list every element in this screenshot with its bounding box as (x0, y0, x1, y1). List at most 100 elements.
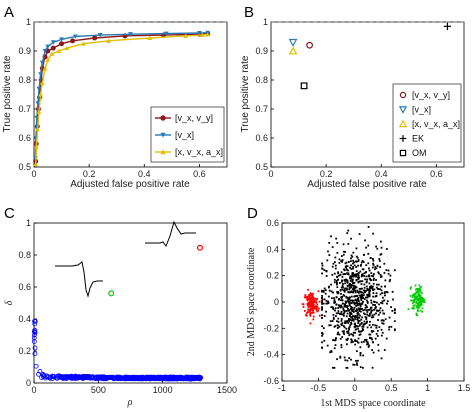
panel-d-point (337, 320, 340, 323)
panel-a-series-point (38, 92, 44, 97)
panel-d-point (350, 264, 352, 267)
panel-d-point (337, 271, 339, 274)
panel-d-point (390, 306, 392, 309)
panel-d-point (311, 308, 314, 311)
panel-d-point (391, 290, 394, 293)
panel-d-xtick-label: 1 (425, 383, 430, 393)
panel-d-point (421, 307, 424, 310)
panel-d-point (341, 302, 344, 305)
panel-d-point (375, 324, 378, 327)
panel-d-point (374, 266, 377, 268)
panel-d-point (349, 299, 352, 302)
panel-d-point (373, 301, 376, 303)
panel-d-point (346, 272, 349, 275)
panel-d-point (331, 265, 334, 268)
panel-d-point (329, 351, 332, 354)
panel-d-point (372, 232, 375, 235)
panel-d-point (339, 355, 342, 358)
panel-d-point (356, 314, 359, 317)
panel-d-point (306, 311, 309, 314)
panel-d-point (324, 292, 327, 295)
panel-c-point (187, 376, 193, 382)
panel-d-point (339, 289, 342, 292)
panel-d-point (323, 298, 326, 301)
panel-c-point (140, 375, 146, 381)
panel-d-point (321, 264, 324, 267)
panel-d-point (419, 304, 422, 306)
panel-d-point (420, 292, 423, 294)
panel-d-point (413, 294, 416, 297)
panel-c-point (165, 376, 171, 381)
panel-d-xtick-label: -1 (278, 383, 286, 393)
panel-d-point (384, 279, 387, 282)
panel-d-point (309, 312, 312, 315)
panel-d-point (337, 290, 339, 293)
panel-d-point (380, 285, 383, 288)
panel-d-ylabel: 2nd MDS space coordinate (246, 247, 257, 356)
panel-d-point (321, 299, 323, 302)
panel-d-point (418, 284, 421, 287)
panel-d-point (340, 260, 343, 262)
panel-d-point (348, 334, 351, 337)
panel-d-point (349, 266, 351, 269)
panel-d-point (340, 292, 342, 295)
panel-d-point (413, 296, 416, 299)
panel-d-point (331, 320, 334, 322)
panel-c-point (83, 374, 88, 380)
panel-d-point (353, 306, 356, 309)
panel-d-point (353, 295, 356, 298)
panel-d-point (421, 301, 423, 303)
panel-d-point (341, 284, 344, 287)
panel-d-point (312, 315, 315, 318)
panel-a-series-point (128, 32, 133, 37)
panel-d-point (417, 292, 420, 295)
panel-d-point (367, 309, 370, 311)
panel-d-point (345, 261, 348, 264)
panel-d-point (326, 302, 329, 305)
panel-d-point (306, 299, 309, 302)
panel-d-point (359, 333, 362, 336)
panel-d-point (321, 262, 323, 265)
panel-d-point (370, 279, 373, 282)
panel-d-point (369, 333, 372, 336)
panel-d-point (340, 344, 343, 346)
panel-d-point (338, 333, 341, 336)
panel-a-series-point (81, 41, 87, 46)
panel-d-point (353, 315, 356, 318)
panel-d-point (325, 275, 328, 277)
panel-d-point (350, 295, 353, 298)
panel-d-point (375, 267, 378, 270)
panel-d-point (347, 261, 350, 263)
panel-d-point (335, 303, 338, 306)
panel-d-point (351, 315, 354, 317)
panel-d-point (339, 282, 341, 284)
panel-d-point (321, 334, 323, 337)
panel-d-point (333, 297, 335, 300)
panel-d-point (367, 244, 370, 247)
panel-d-point (340, 319, 343, 322)
panel-d-point (375, 295, 378, 297)
panel-d-point (342, 332, 345, 335)
panel-b-ylabel: True positive rate (240, 55, 251, 132)
panel-c-point (152, 374, 158, 380)
panel-d-ytick-label: -0.6 (263, 376, 279, 386)
panel-d-point (368, 277, 371, 280)
panel-d-point (340, 255, 343, 257)
panel-d-point (329, 320, 332, 323)
panel-d-point (342, 283, 344, 285)
panel-d-point (418, 305, 421, 307)
panel-d-point (306, 295, 309, 298)
panel-d-point (366, 278, 368, 281)
panel-d-point (336, 333, 339, 336)
panel-d-point (344, 304, 347, 307)
panel-d-point (354, 286, 357, 289)
panel-c-point (32, 351, 38, 357)
panel-c-ytick-label: 0.8 (18, 250, 31, 260)
panel-d-point (359, 354, 362, 357)
panel-d-point (350, 305, 352, 308)
panel-d-point (378, 309, 381, 312)
panel-d-point (371, 338, 373, 341)
panel-a-series-point (72, 34, 78, 39)
panel-d-point (414, 284, 417, 287)
panel-d-point (321, 333, 324, 335)
